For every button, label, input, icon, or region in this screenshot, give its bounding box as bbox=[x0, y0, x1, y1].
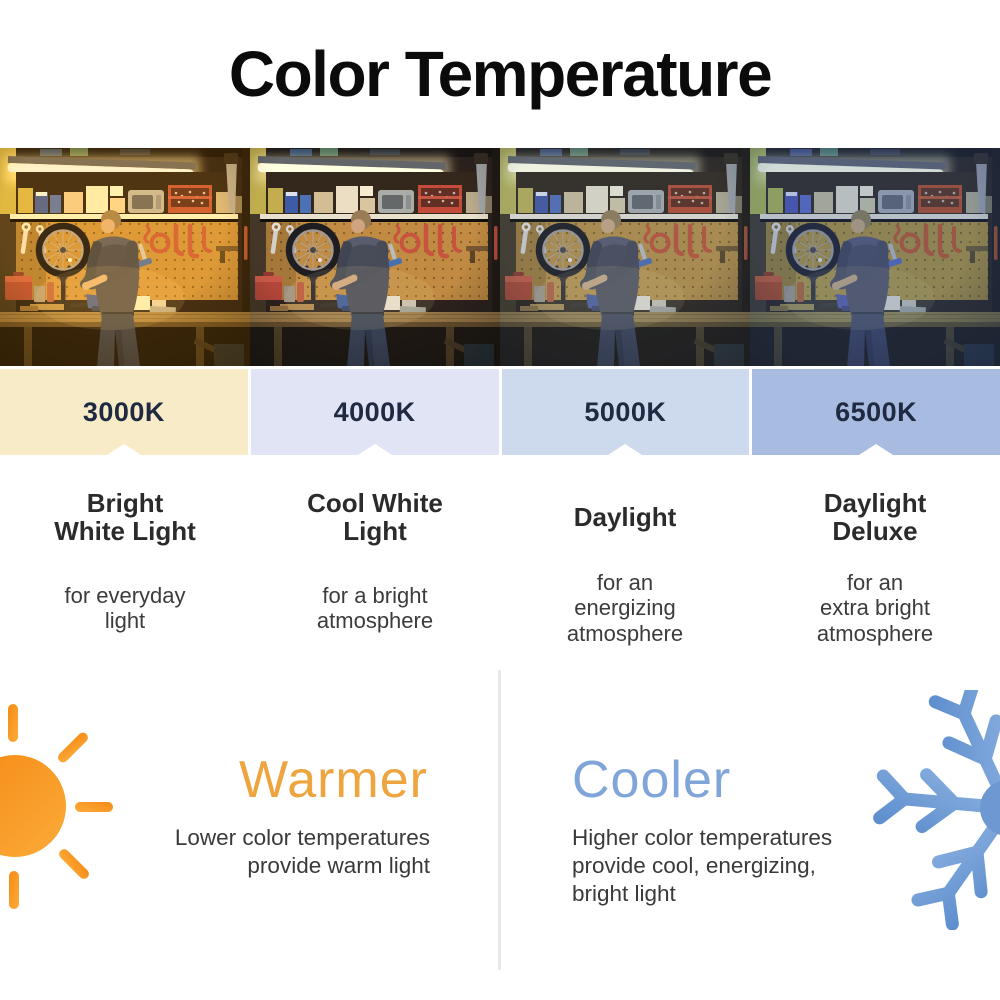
temperature-info-6500k: Daylight Deluxe for an extra bright atmosphe… bbox=[750, 487, 1000, 655]
light-description: for a bright atmosphere bbox=[316, 582, 434, 633]
page-title: Color Temperature bbox=[228, 38, 773, 110]
temperature-band-6500k: 6500K bbox=[752, 369, 1000, 455]
workshop-photo-5000k bbox=[500, 148, 750, 366]
light-description: for an extra bright atmosphere bbox=[816, 570, 934, 646]
cooler-heading: Cooler bbox=[572, 751, 732, 809]
workshop-photo-3000k bbox=[0, 148, 250, 366]
kelvin-label: 4000K bbox=[333, 396, 416, 427]
kelvin-label: 6500K bbox=[835, 396, 918, 427]
warmer-description-line: Lower color temperatures bbox=[174, 825, 430, 850]
temperature-info-4000k: Cool White Light for a bright atmosphere bbox=[250, 487, 500, 655]
light-description: for an energizing atmosphere bbox=[566, 570, 684, 646]
snowflake-icon bbox=[850, 690, 1000, 930]
temperature-band-row: 3000K 4000K 5000K 6500K bbox=[0, 369, 1000, 455]
sun-icon bbox=[0, 704, 113, 909]
cooler-description-line: provide cool, energizing, bbox=[572, 853, 816, 879]
temperature-band-4000k: 4000K bbox=[250, 369, 499, 455]
cooler-description-line: Higher color temperatures bbox=[572, 825, 833, 850]
temperature-band-5000k: 5000K bbox=[501, 369, 750, 455]
temperature-band-3000k: 3000K bbox=[0, 369, 248, 455]
workshop-photo-6500k bbox=[750, 148, 1000, 366]
cooler-description-line: bright light bbox=[572, 881, 676, 907]
warmer-heading: Warmer bbox=[239, 751, 428, 809]
warmer-block: Warmer Lower color temperatures provide … bbox=[162, 750, 430, 880]
light-name: Cool White Light bbox=[307, 488, 443, 546]
light-name: Daylight Deluxe bbox=[823, 488, 927, 546]
light-name: Daylight bbox=[573, 502, 677, 533]
warmer-description: Lower color temperatures provide warm li… bbox=[162, 824, 430, 880]
cooler-description: Higher color temperatures provide cool, … bbox=[572, 824, 882, 908]
header: Color Temperature bbox=[0, 0, 1000, 148]
warmer-description-line: provide warm light bbox=[247, 853, 430, 879]
temperature-info-3000k: Bright White Light for everyday light bbox=[0, 487, 250, 655]
kelvin-label: 5000K bbox=[584, 396, 667, 427]
warm-cool-section: Warmer Lower color temperatures provide … bbox=[0, 655, 1000, 1000]
photo-strip bbox=[0, 148, 1000, 366]
temperature-info-row: Bright White Light for everyday light Cool W… bbox=[0, 455, 1000, 655]
workshop-photo-4000k bbox=[250, 148, 500, 366]
cooler-block: Cooler Higher color temperatures provide… bbox=[572, 750, 882, 908]
kelvin-label: 3000K bbox=[82, 396, 165, 427]
light-name: Bright White Light bbox=[54, 488, 196, 546]
light-description: for everyday light bbox=[64, 582, 186, 633]
temperature-info-5000k: Daylight for an energizing atmosphere bbox=[500, 487, 750, 655]
vertical-divider bbox=[498, 670, 501, 970]
